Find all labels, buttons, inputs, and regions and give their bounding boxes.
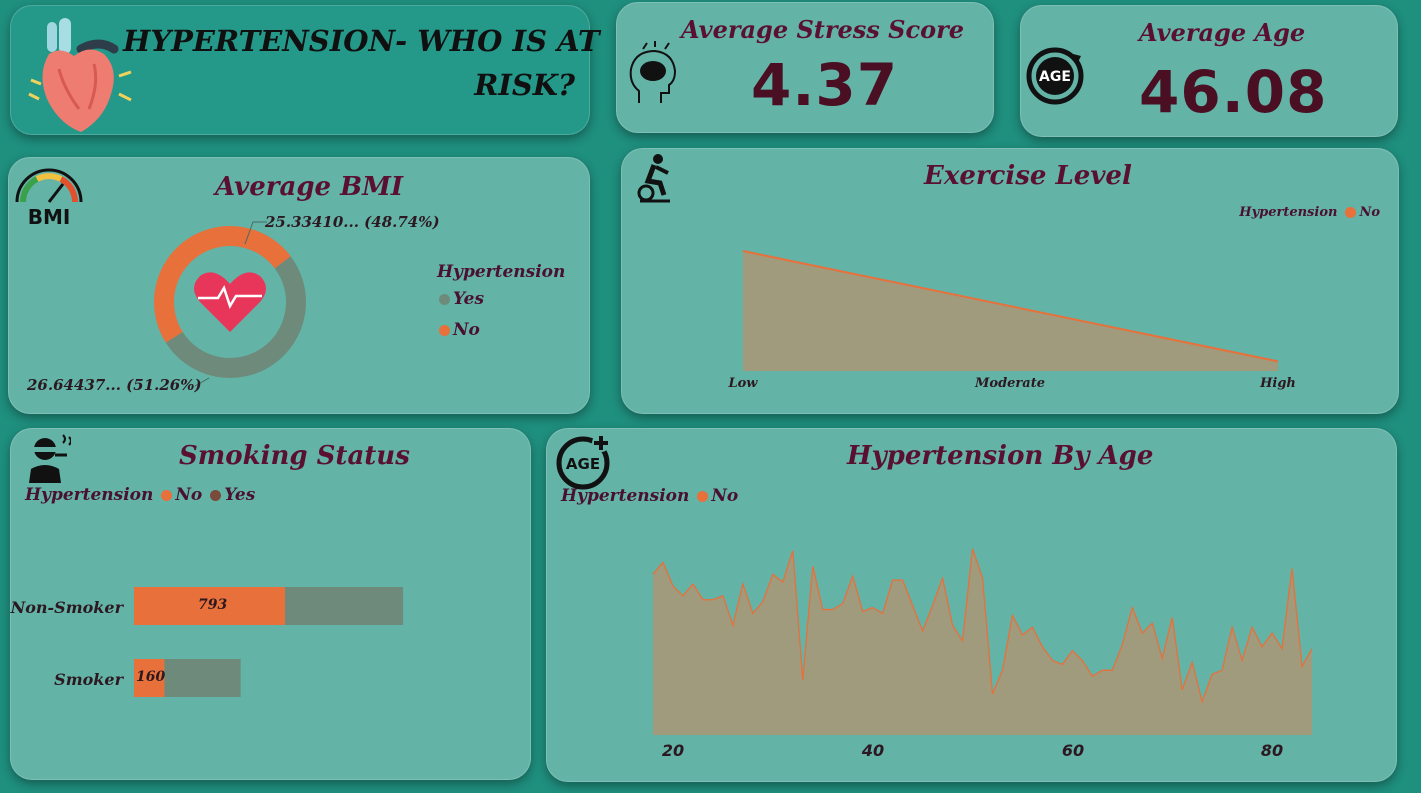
smoking-card: Smoking Status Hypertension No Yes Non-Smo… [10,428,531,780]
smoking-legend-no: No [175,485,203,505]
bmi-legend-title: Hypertension [437,262,566,282]
exercise-bike-icon [637,154,670,203]
dashboard-title-line2: RISK? [474,68,575,102]
legend-dot-yes [210,490,222,501]
age-kpi-label: Average Age [1139,18,1306,47]
age-plus-icon: AGE [556,434,610,490]
smoking-title: Smoking Status [179,441,410,471]
smoking-category-nonsmoker: Non-Smoker [10,598,123,617]
donut-leader-line [194,377,210,387]
smoking-legend: Hypertension No Yes [25,485,255,505]
age-x-tick: 80 [1260,741,1284,760]
smoker-icon [29,434,71,483]
bar-non-smoker-no [134,587,285,625]
age-x-tick: 60 [1061,741,1085,760]
bmi-legend-yes: Yes [431,289,484,309]
bmi-title: Average BMI [215,172,404,202]
bmi-gauge-icon: BMI [15,168,83,228]
pulse-line [198,285,262,309]
bmi-card: BMI Average BMI 25.33410... (48.74%) 26.… [8,157,590,414]
age-legend-title: Hypertension [561,486,690,506]
age-cycle-icon: AGE [1026,47,1084,105]
stress-kpi-value: 4.37 [751,51,899,119]
age-chart-legend: Hypertension No [561,486,738,506]
exercise-legend-no: No [1359,205,1380,220]
age-chart-title: Hypertension By Age [847,441,1154,471]
age-kpi-value: 46.08 [1139,58,1328,126]
exercise-area-fill [743,251,1278,371]
exercise-legend-title: Hypertension [1239,205,1338,220]
age-area-chart [652,548,1313,735]
stress-kpi-label: Average Stress Score [681,15,965,44]
legend-dot-no [697,491,709,502]
svg-text:AGE: AGE [1039,69,1071,85]
svg-text:BMI: BMI [28,205,71,228]
bmi-donut-chart [154,221,306,387]
heart-icon [28,18,132,132]
smoking-value-label: 793 [198,597,228,613]
age-legend-no: No [711,486,739,506]
exercise-x-tick: Low [728,376,758,391]
legend-dot-yes [439,294,450,305]
exercise-area-chart [742,250,1279,371]
bar-non-smoker-yes [285,587,404,625]
stress-kpi-card: Average Stress Score 4.37 [616,2,994,133]
legend-label-no: No [453,320,480,340]
age-chart-card: AGE Hypertension By Age Hypertension No 2… [546,428,1397,782]
exercise-legend: Hypertension No [1239,205,1380,220]
stress-brain-icon [629,41,677,103]
smoking-legend-yes: Yes [224,485,256,505]
legend-label-yes: Yes [453,289,485,309]
legend-dot-no [439,325,450,336]
smoking-value-label: 160 [136,669,166,685]
exercise-x-tick: Moderate [975,376,1045,391]
exercise-card: Exercise Level Hypertension No Low Modera… [621,148,1399,414]
bmi-legend-no: No [431,320,480,340]
exercise-title: Exercise Level [924,161,1132,191]
donut-slice-no [154,226,291,343]
donut-leader-line [244,221,267,245]
age-kpi-card: AGE Average Age 46.08 [1020,5,1398,137]
age-x-tick: 40 [861,741,885,760]
smoking-legend-title: Hypertension [25,485,154,505]
age-x-tick: 20 [661,741,685,760]
dashboard-title-line1: HYPERTENSION- WHO IS AT [123,24,600,58]
legend-dot-no [1345,207,1357,218]
svg-text:AGE: AGE [566,455,600,473]
exercise-x-tick: High [1260,376,1296,391]
smoking-bar-chart [134,587,404,697]
title-card: HYPERTENSION- WHO IS AT RISK? [10,5,600,135]
bar-smoker-yes [164,659,241,697]
smoking-category-smoker: Smoker [54,670,123,689]
donut-slice-yes [165,256,306,378]
age-area-fill [653,548,1312,735]
bmi-label-no: 25.33410... (48.74%) [265,213,440,231]
legend-dot-no [161,490,173,501]
bar-smoker-no [134,659,165,697]
bmi-label-yes: 26.64437... (51.26%) [27,376,202,394]
